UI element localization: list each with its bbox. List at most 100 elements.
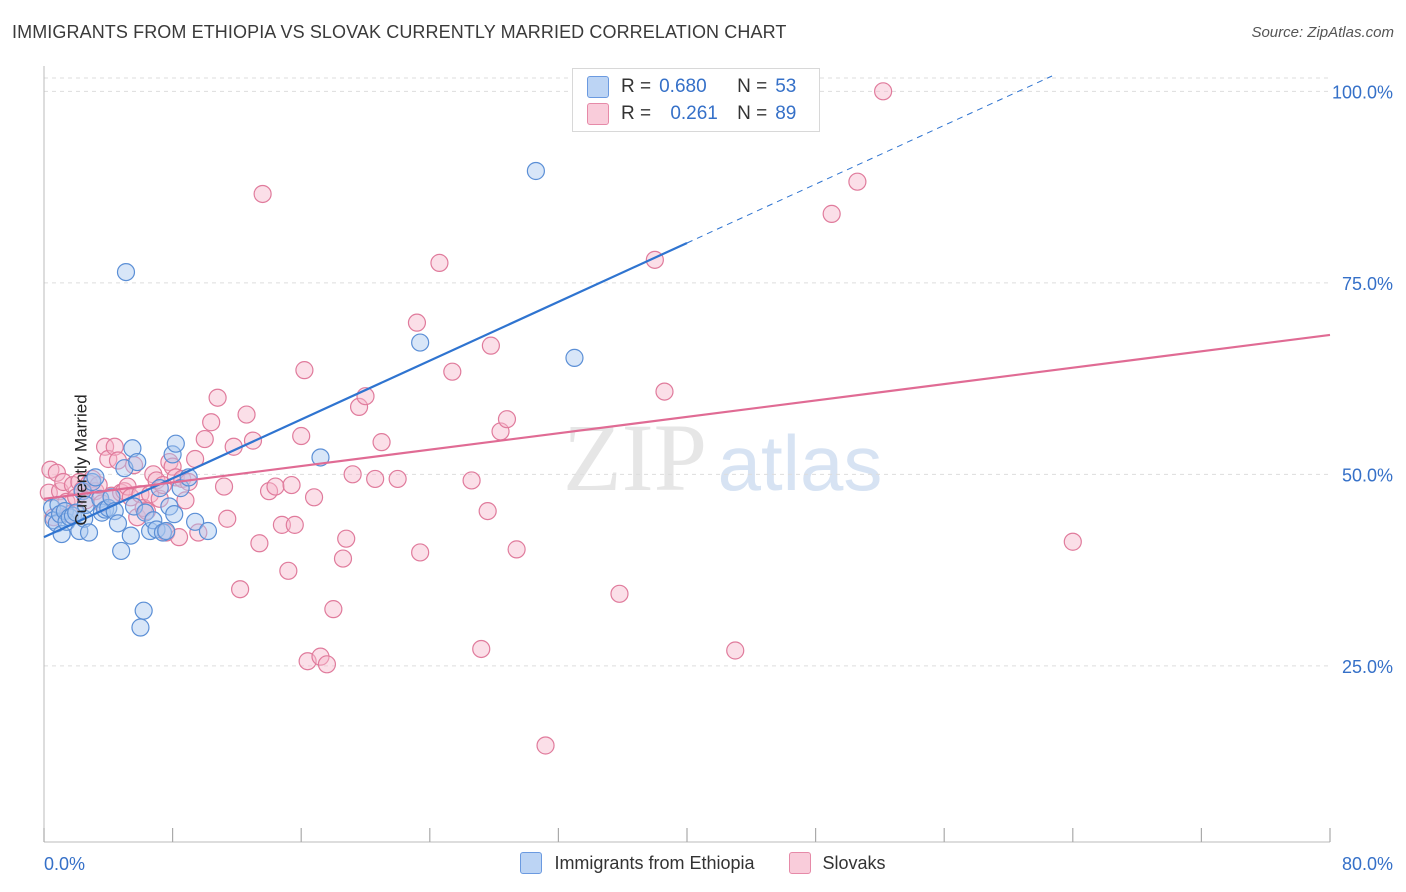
y-tick-label: 25.0%: [1342, 657, 1393, 677]
trend-line: [43, 333, 1331, 500]
data-point: [366, 469, 385, 489]
data-point: [507, 540, 526, 559]
data-point: [349, 397, 369, 417]
legend-row-ethiopia: R = 0.680 N = 53: [587, 75, 796, 99]
data-point: [343, 465, 362, 484]
data-point: [163, 445, 182, 464]
data-point: [123, 439, 142, 458]
data-point: [388, 469, 407, 489]
chart-title: IMMIGRANTS FROM ETHIOPIA VS SLOVAK CURRE…: [12, 22, 787, 42]
data-point: [372, 433, 391, 452]
r-label: R =: [621, 103, 652, 124]
legend-row-slovaks: R = 0.261 N = 89: [587, 102, 796, 126]
x-tick-label: 0.0%: [44, 854, 85, 874]
watermark-atlas: atlas: [718, 419, 883, 507]
data-point: [430, 253, 449, 273]
data-point: [214, 477, 234, 496]
y-axis-label: Currently Married: [71, 394, 91, 526]
data-point: [186, 512, 205, 531]
data-point: [1063, 532, 1082, 551]
data-point: [259, 482, 279, 501]
data-point: [218, 509, 237, 528]
trend-line-extension: [686, 75, 1053, 244]
data-point: [472, 639, 491, 659]
data-point: [411, 333, 430, 352]
data-point: [874, 82, 893, 101]
data-point: [726, 641, 745, 660]
data-point: [121, 526, 140, 545]
correlation-legend: R = 0.680 N = 53 R = 0.261 N = 89: [572, 68, 820, 132]
data-point: [407, 313, 427, 332]
legend-swatch-pink: [788, 852, 811, 874]
data-point: [231, 580, 250, 599]
data-point: [337, 529, 356, 548]
r-label: R =: [621, 76, 652, 97]
data-point: [292, 426, 311, 446]
r-value: 0.261: [670, 103, 718, 124]
data-point: [150, 489, 169, 508]
data-point: [304, 488, 324, 507]
data-point: [285, 515, 304, 534]
data-point: [411, 543, 430, 562]
data-point: [462, 471, 481, 490]
data-point: [266, 477, 285, 496]
data-point: [536, 736, 555, 755]
data-point: [295, 361, 314, 380]
data-point: [112, 541, 131, 561]
watermark: ZIP atlas: [563, 404, 882, 511]
y-tick-label: 75.0%: [1342, 274, 1393, 294]
data-point: [105, 437, 124, 456]
data-point: [250, 534, 269, 553]
data-point: [108, 514, 128, 533]
data-point: [324, 600, 343, 619]
data-point: [848, 172, 867, 191]
trend-line: [43, 241, 688, 539]
data-point: [317, 655, 337, 674]
n-value: 53: [775, 76, 797, 97]
tick-labels: 25.0% 50.0% 75.0% 100.0% 0.0% 80.0%: [44, 82, 1393, 874]
grid-lines: [44, 77, 1330, 667]
legend-swatch-pink: [587, 103, 609, 125]
x-tick-label: 80.0%: [1342, 854, 1393, 874]
data-point: [478, 501, 497, 521]
n-label: N =: [737, 76, 768, 97]
data-point: [443, 362, 462, 381]
data-point: [165, 505, 184, 524]
n-value: 89: [775, 103, 797, 124]
data-point: [128, 452, 147, 472]
data-point: [655, 382, 674, 401]
data-point: [86, 468, 105, 487]
data-point: [79, 523, 99, 542]
data-point: [208, 388, 227, 407]
data-point: [822, 204, 841, 223]
data-point: [124, 497, 144, 516]
data-point: [497, 410, 517, 429]
data-point: [253, 184, 272, 204]
data-point: [565, 348, 584, 367]
data-point: [526, 161, 545, 181]
data-point: [282, 475, 301, 495]
trend-lines: [43, 75, 1331, 539]
legend-label: Slovaks: [822, 852, 886, 873]
data-point: [195, 429, 214, 449]
data-point: [202, 413, 221, 432]
data-point: [116, 262, 136, 282]
watermark-zip: ZIP: [563, 404, 707, 511]
data-point: [237, 405, 256, 424]
series-legend: Immigrants from Ethiopia Slovaks: [0, 852, 1406, 874]
data-point: [311, 448, 330, 467]
legend-label: Immigrants from Ethiopia: [554, 852, 755, 873]
legend-item-ethiopia[interactable]: Immigrants from Ethiopia: [520, 852, 755, 874]
data-point: [481, 336, 500, 355]
data-point: [610, 584, 629, 603]
data-point: [279, 561, 298, 580]
data-point: [333, 549, 353, 568]
legend-item-slovaks[interactable]: Slovaks: [788, 852, 886, 874]
y-tick-label: 50.0%: [1342, 465, 1393, 485]
legend-swatch-blue: [587, 76, 609, 98]
legend-swatch-blue: [520, 852, 543, 874]
data-point: [157, 521, 176, 541]
series-ethiopia: [42, 161, 584, 637]
data-point: [166, 434, 185, 453]
